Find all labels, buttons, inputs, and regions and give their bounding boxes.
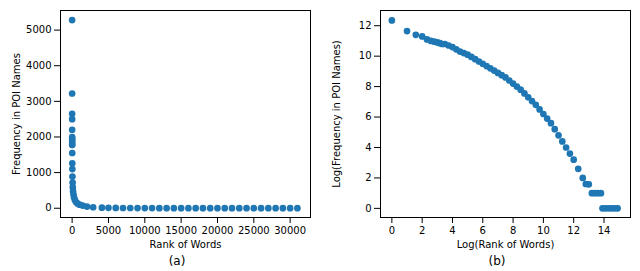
svg-text:4000: 4000: [26, 60, 51, 71]
svg-text:2000: 2000: [26, 131, 51, 142]
svg-text:0: 0: [365, 203, 371, 214]
svg-text:25000: 25000: [238, 225, 270, 236]
svg-text:2: 2: [365, 172, 371, 183]
svg-text:15000: 15000: [165, 225, 197, 236]
svg-text:4: 4: [365, 142, 371, 153]
svg-text:6: 6: [480, 225, 486, 236]
svg-text:12: 12: [567, 225, 580, 236]
svg-text:0: 0: [45, 202, 51, 213]
svg-text:20000: 20000: [202, 225, 234, 236]
svg-text:14: 14: [598, 225, 611, 236]
svg-text:Rank of Words: Rank of Words: [150, 239, 222, 250]
svg-text:8: 8: [365, 81, 371, 92]
svg-text:0: 0: [69, 225, 75, 236]
svg-text:3000: 3000: [26, 96, 51, 107]
svg-text:30000: 30000: [274, 225, 306, 236]
svg-text:4: 4: [449, 225, 455, 236]
svg-text:2: 2: [419, 225, 425, 236]
svg-text:10000: 10000: [129, 225, 161, 236]
svg-text:5000: 5000: [96, 225, 121, 236]
svg-text:Log(Frequency in POI Names): Log(Frequency in POI Names): [331, 40, 342, 188]
svg-text:10: 10: [359, 50, 372, 61]
html-text:(b): (b): [488, 254, 506, 268]
html-text:(a): (a): [168, 254, 186, 268]
svg-text:6: 6: [365, 111, 371, 122]
svg-text:12: 12: [359, 20, 372, 31]
svg-text:Frequency in POI Names: Frequency in POI Names: [11, 53, 22, 175]
svg-text:0: 0: [389, 225, 395, 236]
svg-text:5000: 5000: [26, 24, 51, 35]
svg-text:10: 10: [537, 225, 550, 236]
svg-text:1000: 1000: [26, 167, 51, 178]
svg-text:Log(Rank of Words): Log(Rank of Words): [457, 239, 555, 250]
svg-text:8: 8: [510, 225, 516, 236]
